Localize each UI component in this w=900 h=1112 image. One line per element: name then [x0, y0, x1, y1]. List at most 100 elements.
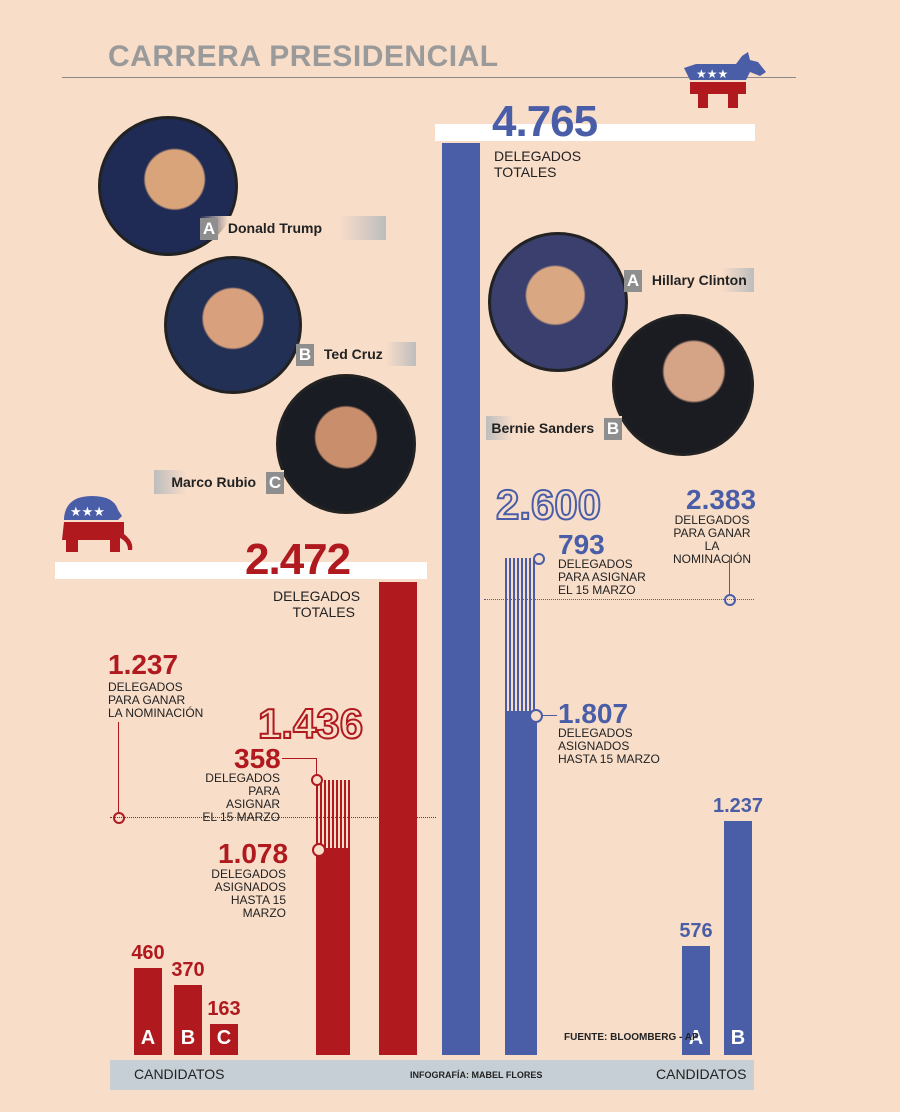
democrat-assigned-leader: [537, 715, 557, 716]
democrat-to-win-line3: NOMINACIÓN: [673, 552, 751, 566]
republican-total-label-line2: TOTALES: [292, 604, 355, 620]
republican-to-assign-line1: DELEGADOS: [205, 771, 280, 785]
republican-assigned-line2: ASIGNADOS: [214, 880, 286, 894]
republican-candidate-bar-a: [134, 968, 162, 1055]
republican-to-assign-marker: [311, 774, 323, 786]
svg-text:★★★: ★★★: [70, 505, 105, 520]
democrat-total-value: 4.765: [492, 97, 598, 146]
ted-cruz-photo: [164, 256, 302, 394]
democrat-bar-letter-a: A: [688, 1027, 704, 1049]
letter-b-badge: B: [296, 344, 314, 367]
republican-total-band: [55, 562, 427, 579]
republican-to-win-line: [110, 817, 436, 818]
republican-assigned-line3: HASTA 15 MARZO: [230, 893, 286, 920]
letter-b-badge-dem: B: [604, 418, 622, 441]
republican-bar-value-a: 460: [131, 942, 165, 964]
republican-to-win-value: 1.237: [108, 649, 179, 680]
republican-to-win-leader: [118, 722, 119, 814]
republican-total-bar: [379, 582, 417, 1055]
footer-right-label: CANDIDATOS: [656, 1066, 747, 1082]
democrat-to-assign-line1: DELEGADOS: [558, 557, 633, 571]
letter-a-badge-dem: A: [624, 270, 642, 293]
republican-cumulative-value: 1.436: [257, 700, 364, 747]
democrat-candidate-bar-b: [724, 821, 752, 1055]
democrat-total-label-line2: TOTALES: [494, 164, 557, 180]
democrat-to-win-line: [484, 599, 754, 600]
republican-to-assign-bar: [316, 780, 350, 848]
republican-assigned-marker: [312, 843, 326, 857]
democrat-to-assign-label: DELEGADOS PARA ASIGNAR EL 15 MARZO: [558, 558, 646, 597]
republican-bar-value-b: 370: [171, 959, 205, 981]
republican-total-label-line1: DELEGADOS: [273, 588, 361, 604]
republican-assigned-line1: DELEGADOS: [211, 867, 286, 881]
democrat-total-label: DELEGADOS TOTALES: [494, 148, 581, 180]
nametag-republican-c: Marco Rubio C: [154, 470, 284, 495]
republican-bar-letter-a: A: [140, 1027, 156, 1049]
republican-to-win-line3: LA NOMINACIÓN: [108, 706, 204, 720]
democrat-total-band: [435, 124, 755, 141]
democrat-cumulative-value: 2.600: [495, 481, 602, 528]
title-rule: [62, 77, 796, 78]
letter-c-badge: C: [266, 472, 284, 495]
footer-left-label: CANDIDATOS: [134, 1066, 225, 1082]
letter-a-badge: A: [200, 218, 218, 241]
democrat-to-assign-line3: EL 15 MARZO: [558, 583, 636, 597]
republican-to-assign-value: 358: [234, 743, 281, 774]
svg-text:★★★: ★★★: [696, 67, 728, 81]
nametag-republican-a: A Donald Trump: [200, 216, 386, 241]
democrat-bar-letter-b: B: [730, 1027, 746, 1049]
republican-to-win-label: DELEGADOS PARA GANAR LA NOMINACIÓN: [108, 681, 203, 720]
republican-to-assign-label: DELEGADOS PARA ASIGNAR EL 15 MARZO: [196, 772, 280, 824]
democrat-assigned-line1: DELEGADOS: [558, 726, 633, 740]
democrat-to-win-marker: [724, 594, 736, 606]
republican-total-label: DELEGADOS TOTALES: [273, 588, 361, 620]
democrat-bar-value-a: 576: [679, 920, 713, 942]
republican-to-win-line1: DELEGADOS: [108, 680, 183, 694]
candidate-name-clinton: Hillary Clinton: [651, 272, 747, 288]
democrat-assigned-line2: ASIGNADOS: [558, 739, 630, 753]
republican-to-assign-line2: PARA ASIGNAR: [225, 784, 280, 811]
republican-bar-value-c: 163: [207, 998, 241, 1020]
democrat-to-assign-bar: [505, 558, 537, 711]
republican-bar-letter-c: C: [216, 1027, 232, 1049]
democrat-to-win-line2: PARA GANAR LA: [673, 526, 751, 553]
republican-assigned-label: DELEGADOS ASIGNADOS HASTA 15 MARZO: [186, 868, 286, 920]
republican-to-assign-leader-v: [316, 758, 317, 778]
democrat-assigned-marker: [529, 709, 543, 723]
elephant-icon: ★★★: [62, 496, 133, 552]
democrat-assigned-line3: HASTA 15 MARZO: [558, 752, 660, 766]
democrat-bar-value-b: 1.237: [712, 795, 764, 817]
republican-candidate-bar-b: [174, 985, 202, 1055]
candidate-name-cruz: Ted Cruz: [323, 346, 383, 362]
nametag-democrat-a: A Hillary Clinton: [624, 268, 754, 293]
democrat-candidate-bar-a: [682, 946, 710, 1055]
donkey-icon: ★★★: [684, 52, 766, 108]
footer-band: [110, 1060, 754, 1090]
democrat-to-win-value: 2.383: [686, 484, 757, 515]
bernie-sanders-photo: [612, 314, 754, 456]
republican-assigned-value: 1.078: [218, 838, 289, 869]
republican-to-assign-leader: [282, 758, 316, 759]
democrat-to-win-leader: [729, 556, 730, 594]
democrat-to-assign-value: 793: [558, 529, 605, 560]
democrat-assigned-bar: [505, 711, 537, 1055]
candidate-name-rubio: Marco Rubio: [171, 474, 257, 490]
republican-to-win-line2: PARA GANAR: [108, 693, 186, 707]
democrat-total-bar: [442, 143, 480, 1055]
footer-credit: INFOGRAFÍA: MABEL FLORES: [410, 1070, 543, 1080]
republican-total-value: 2.472: [245, 535, 351, 584]
nametag-democrat-b: Bernie Sanders B: [486, 416, 622, 441]
democrat-assigned-value: 1.807: [558, 698, 629, 729]
candidate-name-sanders: Bernie Sanders: [491, 420, 595, 436]
nametag-republican-b: B Ted Cruz: [296, 342, 416, 367]
source-text: FUENTE: BLOOMBERG - AP: [564, 1032, 699, 1043]
democrat-to-assign-line2: PARA ASIGNAR: [558, 570, 646, 584]
republican-to-win-marker: [113, 812, 125, 824]
democrat-to-assign-marker: [533, 553, 545, 565]
page-title: CARRERA PRESIDENCIAL: [108, 40, 499, 73]
republican-assigned-bar: [316, 848, 350, 1055]
democrat-to-win-label: DELEGADOS PARA GANAR LA NOMINACIÓN: [666, 514, 758, 566]
republican-candidate-bar-c: [210, 1024, 238, 1055]
democrat-assigned-label: DELEGADOS ASIGNADOS HASTA 15 MARZO: [558, 727, 660, 766]
marco-rubio-photo: [276, 374, 416, 514]
